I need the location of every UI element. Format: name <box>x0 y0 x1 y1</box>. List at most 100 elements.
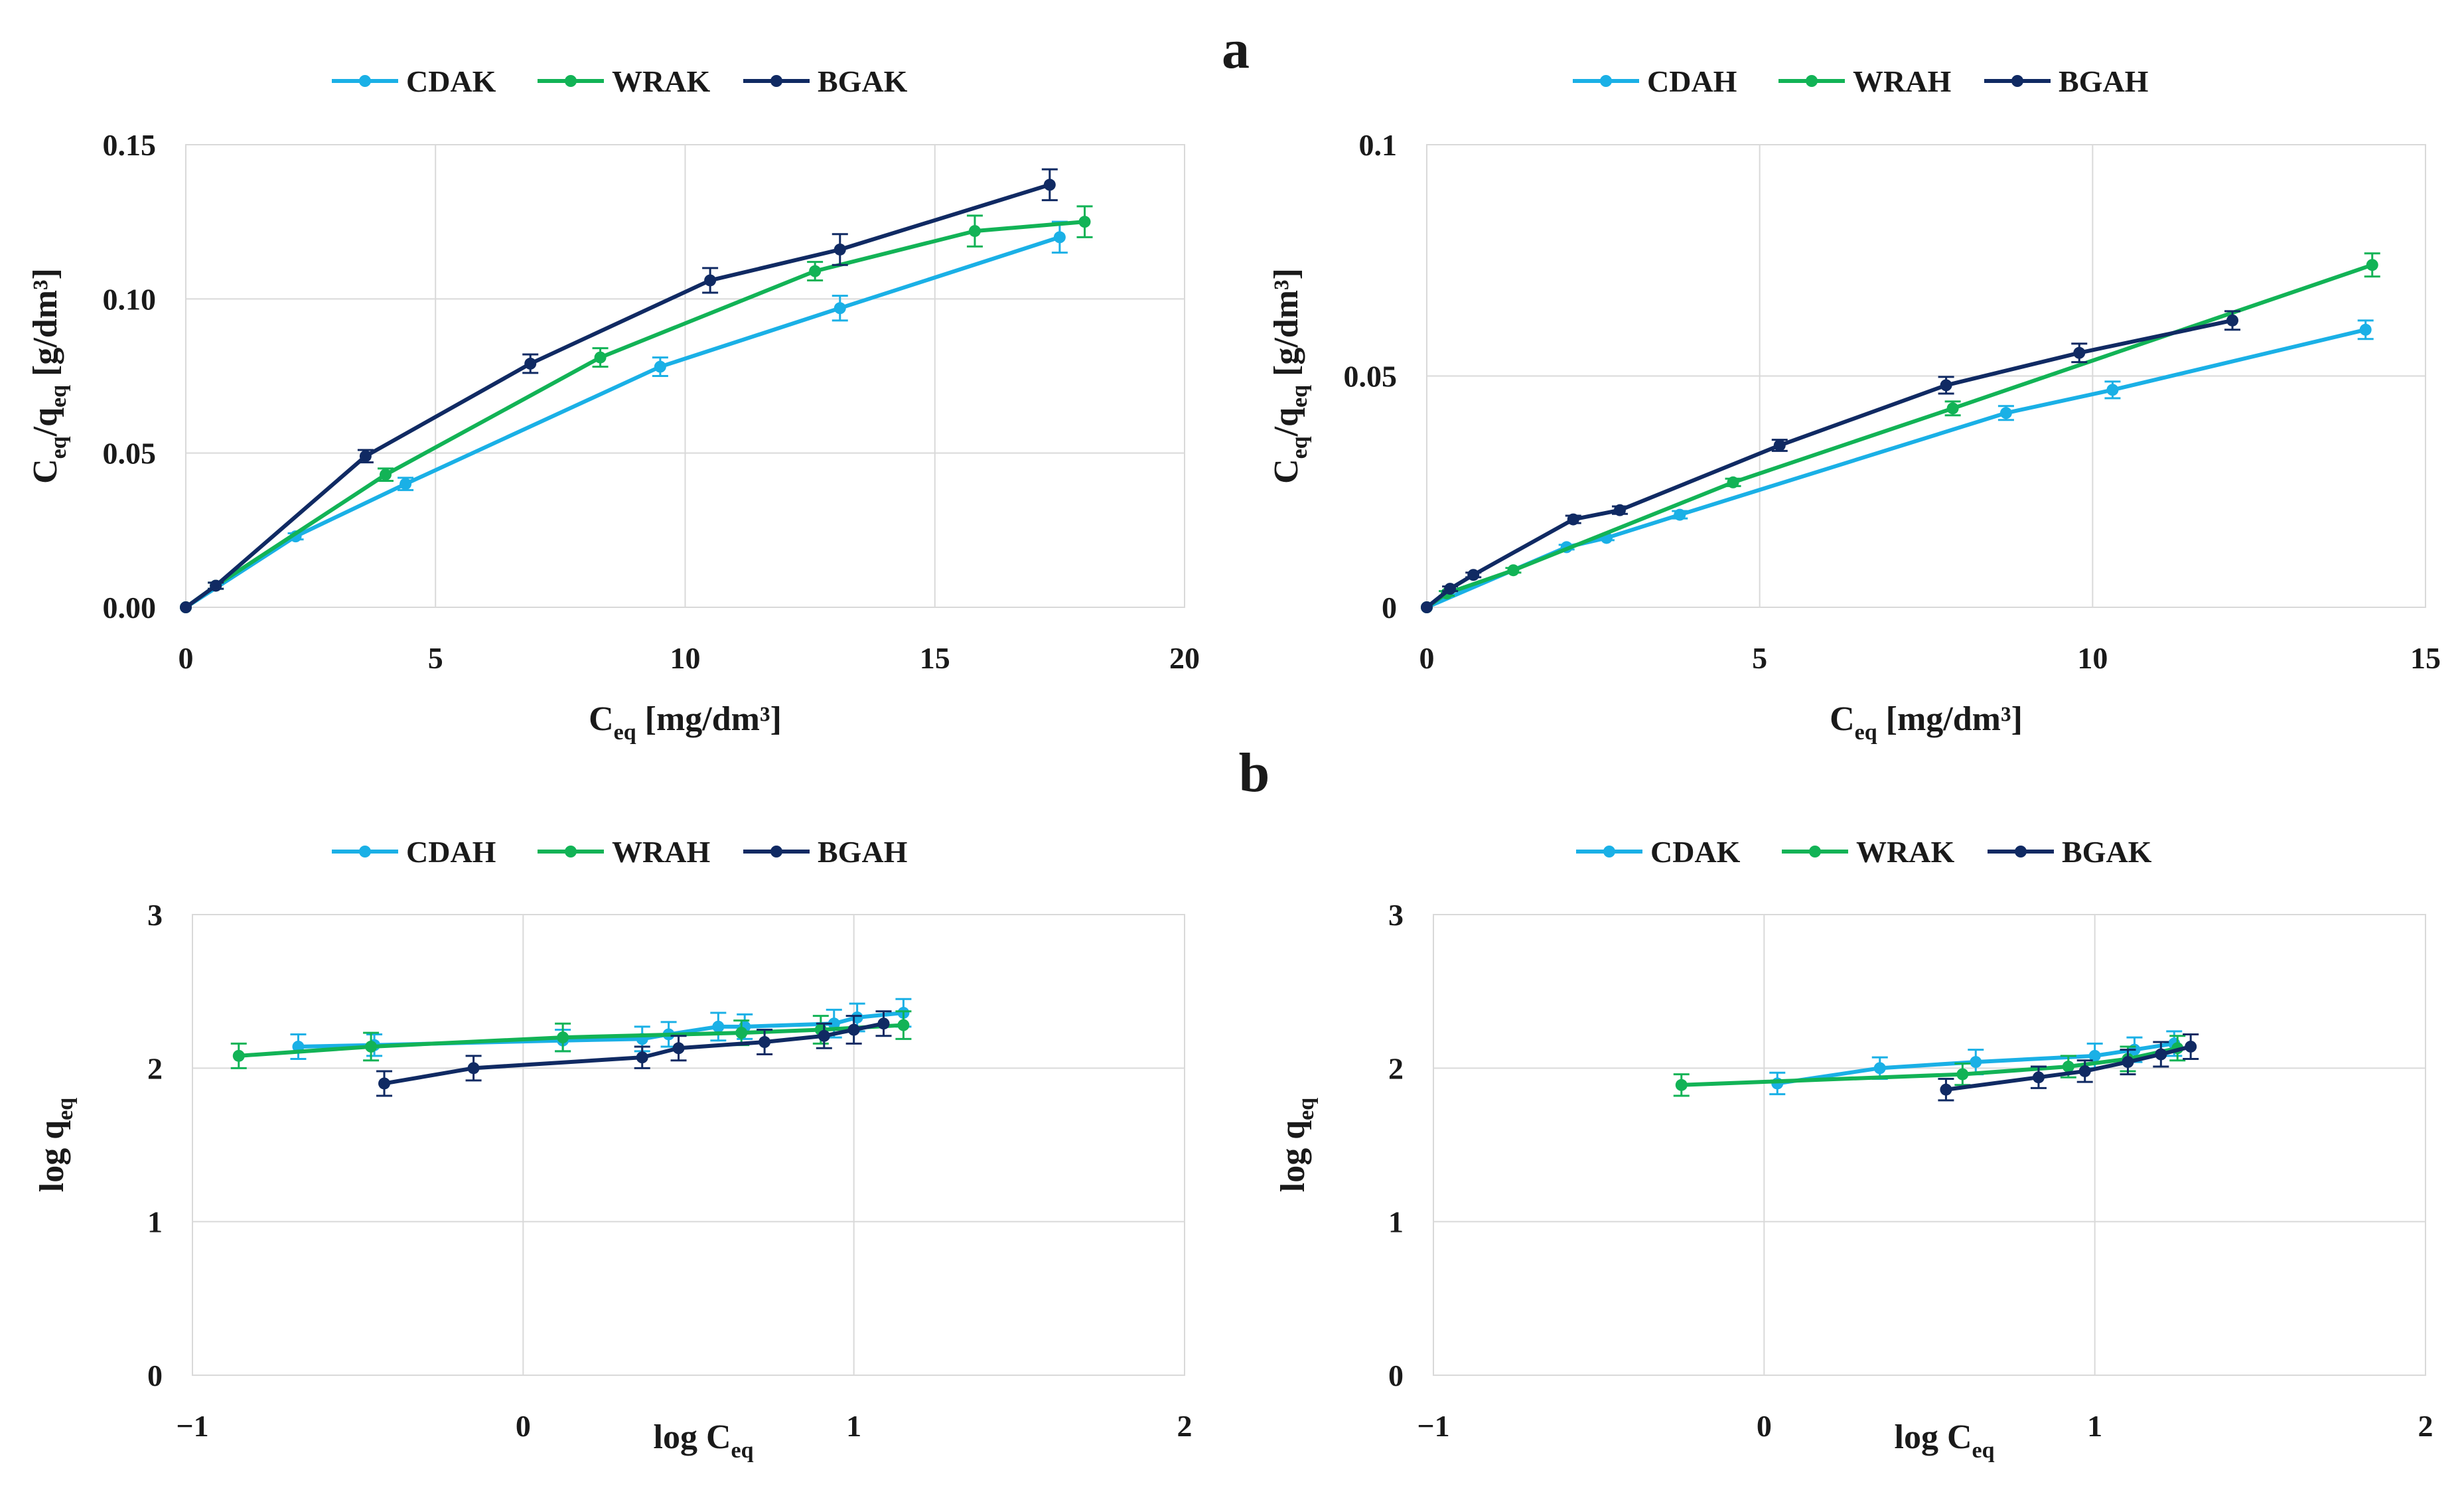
y-tick-label: 0 <box>1382 591 1397 625</box>
data-point <box>2078 1065 2091 1077</box>
data-point <box>1999 407 2012 419</box>
legend: CDAK WRAK BGAK <box>1576 835 2152 869</box>
x-tick-label: 0 <box>1757 1409 1772 1443</box>
chart-2: 0 5 10 15 0 0.05 0.1 Ceq [mg/dm³] Ceq/qeq [g/dm³… <box>1268 64 2441 745</box>
data-point <box>897 1019 910 1031</box>
x-axis-label: Ceq [mg/dm³] <box>1830 700 2023 745</box>
data-point <box>2122 1056 2134 1069</box>
legend-label: WRAH <box>1853 64 1951 98</box>
legend-label: WRAK <box>1856 835 1954 869</box>
legend: CDAH WRAH BGAH <box>1573 64 2149 98</box>
data-point <box>365 1040 378 1053</box>
legend-label: CDAK <box>1650 835 1741 869</box>
data-point <box>1940 1083 1952 1096</box>
series-WRAH <box>1421 252 2380 613</box>
series-line <box>1425 327 2366 609</box>
data-point <box>809 265 822 277</box>
legend-item-CDAK: CDAK <box>1576 835 1741 869</box>
series-CDAH <box>1421 319 2374 613</box>
data-point <box>735 1027 748 1039</box>
x-tick-label: 10 <box>670 641 701 675</box>
data-point <box>636 1051 648 1064</box>
y-tick-label: 0.15 <box>103 128 157 162</box>
x-tick-label: −1 <box>1417 1409 1449 1443</box>
x-tick-label: 0 <box>1419 641 1435 675</box>
y-tick-label: 0 <box>1388 1359 1404 1392</box>
y-axis-label: Ceq/qeq [g/dm³] <box>1268 268 1312 484</box>
data-point <box>2062 1061 2074 1073</box>
data-point <box>1674 508 1686 521</box>
data-point <box>847 1023 860 1036</box>
data-point <box>180 601 192 613</box>
data-point <box>1567 513 1579 526</box>
x-tick-label: 15 <box>920 641 950 675</box>
y-tick-label: 3 <box>147 898 163 932</box>
x-tick-label: 0 <box>179 641 194 675</box>
plot-area <box>192 914 1185 1376</box>
data-point <box>654 360 666 373</box>
legend-label: BGAK <box>2062 835 2152 869</box>
legend-item-BGAH: BGAH <box>743 835 908 869</box>
y-tick-label: 0.00 <box>103 591 157 625</box>
x-axis-label: log Ceq <box>1895 1418 1995 1463</box>
y-axis-label: log qeq <box>33 1098 78 1192</box>
series-BGAK <box>180 168 1058 613</box>
x-tick-label: 15 <box>2410 641 2441 675</box>
data-point <box>2185 1040 2197 1053</box>
chart-3: −1 0 1 2 0 1 2 3 log Ceq log qeq CDAH WRAH BGAH <box>33 835 1193 1463</box>
data-point <box>2155 1048 2167 1061</box>
data-point <box>232 1049 245 1062</box>
data-point <box>1444 583 1457 595</box>
chart-4: −1 0 1 2 0 1 2 3 log Ceq log qeq CDAK WRAK BGAK <box>1274 835 2433 1463</box>
plot-area <box>1433 914 2426 1376</box>
legend-item-BGAK: BGAK <box>1988 835 2152 869</box>
legend-label: BGAK <box>818 64 908 98</box>
data-point <box>1873 1062 1886 1075</box>
data-point <box>210 579 222 592</box>
data-point <box>1946 402 1959 415</box>
data-point <box>2106 384 2119 396</box>
data-point <box>557 1031 569 1044</box>
legend-item-CDAH: CDAH <box>332 835 496 869</box>
data-point <box>828 1017 840 1030</box>
data-point <box>524 357 537 370</box>
y-tick-label: 3 <box>1388 898 1404 932</box>
y-tick-label: 2 <box>1388 1051 1404 1085</box>
x-tick-label: 5 <box>1752 641 1767 675</box>
data-point <box>2226 314 2239 327</box>
data-point <box>1467 569 1480 581</box>
series-BGAH <box>376 1010 892 1097</box>
data-point <box>712 1020 725 1033</box>
legend-label: WRAK <box>612 64 710 98</box>
x-tick-label: −1 <box>176 1409 208 1443</box>
legend-item-WRAK: WRAK <box>1782 835 1954 869</box>
legend-label: CDAK <box>406 64 496 98</box>
data-point <box>2073 346 2086 359</box>
data-point <box>1970 1056 1982 1069</box>
data-point <box>1421 601 1433 613</box>
series-line <box>184 220 1085 609</box>
data-point <box>2366 259 2378 271</box>
legend-label: BGAH <box>2059 64 2149 98</box>
x-tick-label: 20 <box>1169 641 1200 675</box>
data-point <box>759 1036 771 1049</box>
data-point <box>1053 231 1066 244</box>
legend-label: BGAH <box>818 835 908 869</box>
data-point <box>594 351 607 364</box>
y-tick-label: 1 <box>1388 1205 1404 1239</box>
legend-item-WRAK: WRAK <box>538 64 710 98</box>
x-tick-label: 0 <box>516 1409 531 1443</box>
chart-1: 0 5 10 15 20 0.00 0.05 0.10 0.15 Ceq [mg/dm³] Ceq/… <box>27 64 1200 745</box>
y-tick-label: 1 <box>147 1205 163 1239</box>
series-line <box>238 1023 904 1058</box>
panel-label-b: b <box>1239 742 1270 804</box>
legend-item-WRAH: WRAH <box>1778 64 1951 98</box>
y-tick-label: 0.05 <box>103 437 157 471</box>
y-tick-label: 2 <box>147 1051 163 1085</box>
data-point <box>818 1029 830 1042</box>
series-WRAK <box>180 205 1093 613</box>
data-point <box>467 1062 480 1075</box>
data-point <box>1956 1068 1969 1081</box>
data-point <box>968 225 981 238</box>
data-point <box>704 274 717 287</box>
